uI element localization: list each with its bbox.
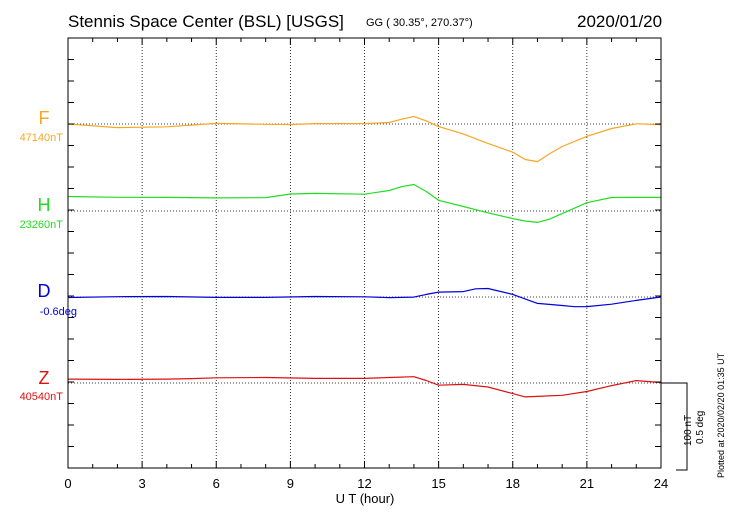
plot-date: 2020/01/20 [577, 12, 663, 31]
series-line-f [67, 115, 662, 163]
series-label-h: H [37, 195, 51, 215]
series-label-f: F [38, 108, 50, 128]
plot-frame [67, 37, 662, 469]
x-tick-label: 15 [431, 476, 446, 491]
series-line-h [67, 183, 661, 223]
grid-lines [141, 38, 588, 468]
series-lines [67, 115, 662, 398]
x-tick-label: 3 [138, 476, 146, 491]
series-label-d: D [37, 281, 51, 301]
x-axis-label: U T (hour) [335, 491, 395, 506]
station-coords: GG ( 30.35°, 270.37°) [366, 17, 473, 29]
axis-ticks [67, 38, 662, 468]
plotted-timestamp: Plotted at 2020/02/20 01:35 UT [716, 352, 726, 478]
series-baseline-d: -0.6deg [39, 306, 77, 318]
series-label-z: Z [38, 368, 50, 388]
x-tick-label: 12 [357, 476, 372, 491]
x-tick-label: 21 [579, 476, 595, 491]
x-tick-label: 0 [64, 476, 72, 491]
x-tick-label: 9 [286, 476, 294, 491]
scale-deg-label: 0.5 deg [695, 410, 706, 444]
x-tick-label: 18 [505, 476, 520, 491]
x-tick-label: 24 [653, 476, 669, 491]
series-line-d [67, 287, 662, 308]
series-baseline-f: 47140nT [19, 132, 63, 144]
x-tick-label: 6 [212, 476, 220, 491]
scale-nt-label: 100 nT [683, 414, 694, 446]
series-baseline-h: 23260nT [19, 219, 63, 231]
scale-bracket [661, 382, 688, 471]
series-line-z [67, 376, 662, 398]
series-baseline-z: 40540nT [19, 391, 63, 403]
station-title: Stennis Space Center (BSL) [USGS] [68, 12, 344, 31]
